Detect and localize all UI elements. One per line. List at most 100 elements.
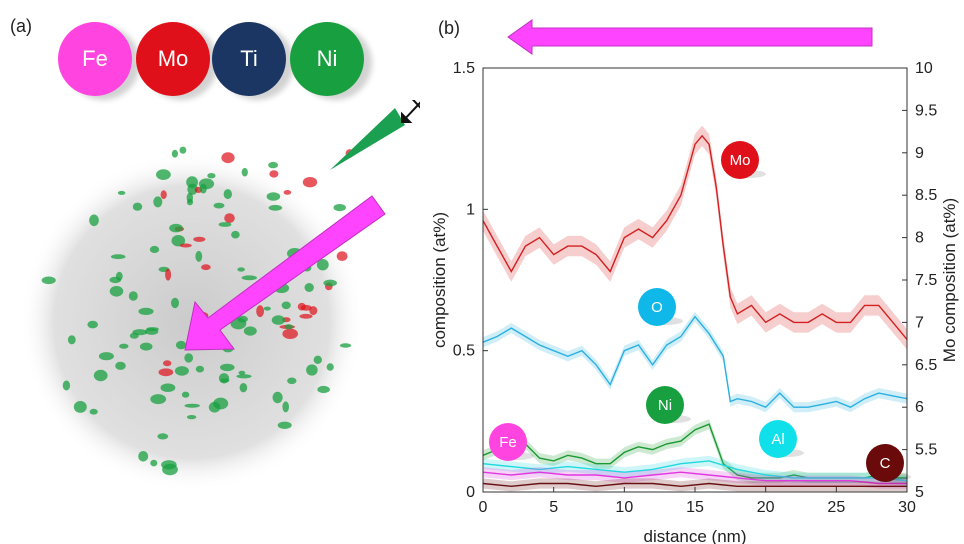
series-badge-mo: Mo	[721, 141, 766, 179]
ni-precipitate	[109, 286, 124, 297]
ni-precipitate	[271, 315, 286, 325]
ni-precipitate	[162, 463, 178, 476]
ni-precipitate	[266, 192, 281, 201]
cone-icon	[330, 108, 405, 170]
ni-precipitate	[316, 259, 329, 271]
ni-precipitate	[218, 222, 232, 227]
mo-precipitate	[160, 190, 167, 200]
series-badge-label: O	[651, 299, 663, 316]
y-tick-label: 0	[466, 484, 475, 501]
ni-precipitate	[313, 355, 322, 364]
mo-precipitate	[282, 328, 299, 339]
ni-precipitate	[213, 397, 229, 410]
element-ni-ball: Ni	[290, 22, 364, 96]
ni-precipitate	[195, 250, 203, 262]
y2-tick-label: 7	[915, 314, 924, 331]
mo-precipitate	[165, 268, 172, 281]
series-line-c	[482, 482, 907, 488]
ni-precipitate	[109, 276, 122, 284]
mo-precipitate	[221, 152, 235, 164]
ni-precipitate	[239, 383, 248, 393]
y-axis-title: composition (at%)	[430, 212, 449, 348]
y-tick-label: 1	[466, 201, 475, 218]
x-tick-label: 20	[757, 499, 775, 516]
ni-precipitate	[110, 254, 126, 260]
series-badge-label: Al	[771, 431, 784, 448]
ni-precipitate	[62, 380, 71, 391]
ni-precipitate	[184, 353, 194, 363]
y-tick-label: 0.5	[453, 343, 475, 360]
series-badge-al: Al	[759, 420, 804, 458]
ni-precipitate	[186, 176, 199, 189]
ni-precipitate	[220, 363, 235, 372]
ni-precipitate	[268, 204, 283, 211]
series-line-al	[482, 460, 908, 482]
mo-precipitate	[201, 264, 211, 271]
ni-precipitate	[129, 332, 139, 339]
y2-tick-label: 10	[915, 60, 933, 77]
ni-precipitate	[171, 297, 179, 309]
ni-precipitate	[243, 326, 257, 336]
series-line-fe	[482, 471, 907, 485]
ni-precipitate	[213, 202, 225, 209]
mo-precipitate	[224, 213, 235, 224]
series-badge-c: C	[866, 444, 911, 482]
ni-precipitate	[231, 230, 240, 239]
series-badge-label: C	[880, 455, 891, 472]
ni-precipitate	[186, 415, 197, 420]
ni-precipitate	[181, 391, 190, 398]
y2-tick-label: 8	[915, 230, 924, 247]
mo-precipitate	[283, 190, 292, 195]
ni-precipitate	[150, 394, 167, 405]
ni-precipitate	[237, 267, 245, 272]
ni-precipitate	[282, 401, 290, 413]
series-badge-label: Ni	[658, 397, 672, 414]
ni-precipitate	[119, 343, 129, 349]
ni-precipitate	[263, 306, 271, 311]
series-badge-label: Mo	[730, 152, 751, 169]
ni-precipitate	[153, 196, 163, 208]
x-tick-label: 5	[549, 499, 558, 516]
ni-precipitate	[128, 291, 138, 301]
ni-precipitate	[184, 403, 200, 408]
ni-precipitate	[73, 401, 87, 413]
ni-precipitate	[169, 223, 183, 233]
x-tick-label: 30	[898, 499, 916, 516]
ni-precipitate	[98, 352, 114, 361]
y2-axis-title: Mo composition (at%)	[940, 198, 959, 362]
ni-precipitate	[150, 459, 158, 467]
series-badge-ni: Ni	[646, 386, 691, 424]
mo-precipitate	[193, 236, 206, 242]
mo-precipitate	[299, 313, 313, 319]
ni-precipitate	[268, 161, 278, 169]
ni-precipitate	[230, 317, 247, 330]
ni-precipitate	[179, 146, 187, 154]
ni-precipitate	[67, 335, 76, 345]
ni-precipitate	[241, 275, 257, 281]
ni-precipitate	[284, 324, 293, 330]
ni-precipitate	[156, 169, 171, 180]
ni-precipitate	[304, 283, 314, 292]
ni-precipitate	[238, 370, 246, 375]
x-axis-title: distance (nm)	[644, 527, 747, 544]
ni-precipitate	[326, 363, 334, 371]
series-band-fe	[483, 467, 907, 489]
ni-precipitate	[317, 385, 330, 394]
ni-precipitate	[199, 183, 207, 194]
ni-precipitate	[89, 214, 99, 227]
series-band-ni	[483, 419, 907, 483]
ni-precipitate	[41, 276, 56, 285]
element-mo-ball: Mo	[136, 22, 210, 96]
ni-precipitate	[132, 202, 143, 211]
ni-precipitate	[218, 373, 230, 384]
y2-tick-label: 9	[915, 145, 924, 162]
mo-precipitate	[256, 305, 264, 318]
ni-precipitate	[272, 391, 283, 404]
ni-precipitate	[223, 189, 232, 200]
y2-tick-label: 6	[915, 399, 924, 416]
ni-precipitate	[306, 364, 318, 376]
ni-precipitate	[138, 307, 154, 315]
x-tick-label: 10	[615, 499, 633, 516]
ni-precipitate	[160, 383, 176, 393]
ni-precipitate	[149, 245, 160, 254]
